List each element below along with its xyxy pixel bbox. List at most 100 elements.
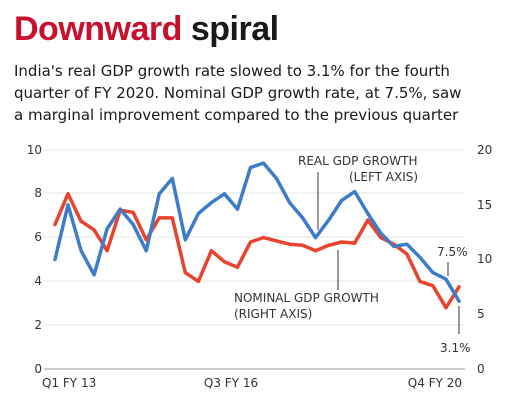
- real-point-21: [327, 218, 331, 222]
- real-series-axis-label: (LEFT AXIS): [349, 170, 418, 184]
- real-point-12: [209, 201, 213, 205]
- gridlines: [44, 149, 465, 326]
- nominal-point-19: [301, 243, 305, 247]
- right-tick-10: 10: [477, 252, 492, 266]
- real-point-6: [131, 222, 135, 227]
- nominal-point-2: [79, 219, 83, 223]
- real-point-2: [79, 249, 83, 253]
- real-point-31: [457, 299, 461, 303]
- real-point-10: [183, 238, 187, 242]
- left-tick-4: 4: [34, 274, 42, 288]
- nominal-point-20: [314, 249, 318, 253]
- x-tick-last: Q4 FY 20: [408, 376, 462, 390]
- real-series-label: REAL GDP GROWTH: [298, 154, 418, 168]
- real-point-23: [353, 190, 357, 194]
- subtitle-line-2: quarter of FY 2020. Nominal GDP growth r…: [14, 84, 462, 102]
- nominal-point-21: [327, 243, 331, 247]
- real-point-9: [170, 176, 174, 181]
- real-point-24: [366, 211, 370, 216]
- nominal-point-30: [444, 306, 448, 310]
- right-tick-0: 0: [477, 362, 485, 376]
- real-point-18: [288, 201, 292, 205]
- real-point-15: [248, 165, 253, 170]
- right-axis-ticks: 0 5 10 15 20: [477, 143, 492, 376]
- real-point-27: [405, 242, 409, 246]
- real-point-19: [301, 216, 305, 220]
- real-point-13: [222, 192, 226, 196]
- real-end-label: 3.1%: [440, 341, 471, 355]
- left-tick-2: 2: [34, 318, 42, 332]
- nominal-point-6: [131, 210, 135, 214]
- nominal-point-15: [248, 240, 253, 244]
- real-point-1: [66, 203, 70, 207]
- nominal-point-16: [261, 236, 266, 240]
- nominal-point-12: [209, 249, 213, 253]
- real-point-20: [314, 236, 318, 240]
- real-point-0: [53, 257, 57, 262]
- real-point-14: [235, 207, 240, 211]
- nominal-gdp-annotation: NOMINAL GDP GROWTH (RIGHT AXIS): [234, 250, 379, 321]
- nominal-series-axis-label: (RIGHT AXIS): [234, 307, 312, 321]
- nominal-point-18: [288, 242, 292, 246]
- nominal-point-7: [144, 238, 148, 242]
- x-tick-first: Q1 FY 13: [42, 376, 96, 390]
- nominal-point-11: [196, 279, 200, 283]
- real-point-22: [340, 198, 344, 202]
- real-gdp-annotation: REAL GDP GROWTH (LEFT AXIS): [298, 154, 418, 230]
- chart-title: Downward spiral: [14, 6, 279, 52]
- right-tick-20: 20: [477, 143, 492, 157]
- title-rest: spiral: [190, 10, 279, 48]
- real-point-7: [144, 249, 148, 253]
- nominal-point-0: [53, 222, 57, 227]
- left-tick-8: 8: [34, 186, 42, 200]
- real-point-8: [157, 192, 161, 196]
- nominal-point-14: [235, 265, 240, 269]
- nominal-point-10: [183, 271, 187, 275]
- nominal-point-31: [457, 285, 461, 289]
- nominal-point-23: [353, 241, 357, 245]
- real-point-30: [444, 277, 448, 281]
- subtitle-line-3: a marginal improvement compared to the p…: [14, 106, 459, 124]
- nominal-point-3: [92, 228, 96, 232]
- nominal-point-26: [392, 242, 396, 246]
- real-point-4: [105, 227, 109, 231]
- right-tick-5: 5: [477, 307, 485, 321]
- nominal-point-17: [274, 239, 279, 243]
- left-tick-10: 10: [27, 143, 42, 157]
- real-point-25: [379, 231, 383, 235]
- chart-subtitle: India's real GDP growth rate slowed to 3…: [14, 60, 510, 126]
- nominal-point-1: [66, 192, 70, 196]
- nominal-point-24: [366, 218, 370, 222]
- real-point-26: [392, 244, 396, 248]
- real-gdp-series-line: [53, 161, 461, 303]
- left-tick-0: 0: [34, 362, 42, 376]
- left-tick-6: 6: [34, 230, 42, 244]
- real-gdp-points: [53, 161, 461, 303]
- nominal-point-25: [379, 236, 383, 240]
- real-point-11: [196, 211, 200, 216]
- nominal-series-label: NOMINAL GDP GROWTH: [234, 291, 379, 305]
- real-point-28: [418, 255, 422, 259]
- x-axis-ticks: Q1 FY 13 Q3 FY 16 Q4 FY 20: [42, 376, 462, 390]
- real-point-29: [431, 271, 435, 275]
- nominal-point-27: [405, 252, 409, 256]
- nominal-point-22: [340, 240, 344, 244]
- nominal-point-28: [418, 279, 422, 283]
- nominal-gdp-points: [53, 192, 461, 310]
- nominal-point-13: [222, 260, 226, 264]
- left-axis-ticks: 0 2 4 6 8 10: [27, 143, 42, 376]
- nominal-point-9: [170, 216, 174, 220]
- nominal-point-8: [157, 216, 161, 220]
- real-point-5: [118, 207, 122, 211]
- subtitle-line-1: India's real GDP growth rate slowed to 3…: [14, 62, 450, 80]
- nominal-point-4: [105, 249, 109, 253]
- right-tick-15: 15: [477, 198, 492, 212]
- title-accent-word: Downward: [14, 10, 182, 48]
- x-tick-middle: Q3 FY 16: [204, 376, 258, 390]
- nominal-end-label: 7.5%: [437, 245, 468, 259]
- real-point-3: [92, 273, 96, 277]
- nominal-point-29: [431, 284, 435, 288]
- real-point-17: [274, 176, 279, 181]
